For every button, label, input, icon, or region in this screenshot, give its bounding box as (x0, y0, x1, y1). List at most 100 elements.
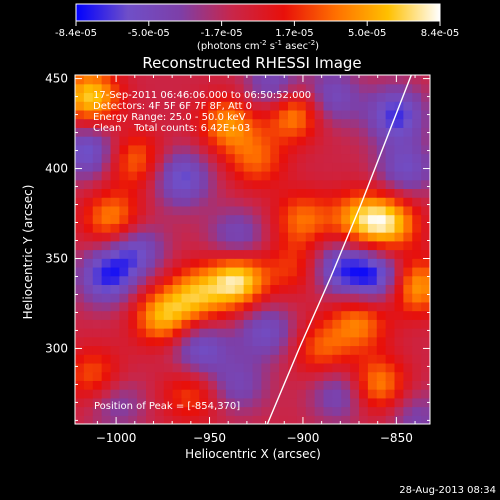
heatmap-cell (341, 240, 351, 251)
heatmap-cell (172, 319, 183, 329)
heatmap-cell (172, 118, 183, 128)
heatmap-cell (376, 380, 387, 390)
heatmap-cell (154, 275, 165, 285)
heatmap-cell (305, 354, 316, 364)
heatmap-cell (314, 153, 325, 163)
heatmap-cell (119, 144, 129, 155)
heatmap-cell (172, 162, 183, 172)
heatmap-cell (305, 188, 316, 198)
heatmap-cell (252, 301, 262, 312)
heatmap-cell (305, 258, 316, 268)
heatmap-cell (252, 153, 262, 163)
heatmap-cell (92, 214, 103, 224)
heatmap-cell (146, 310, 156, 320)
heatmap-cell (412, 354, 422, 364)
heatmap-cell (225, 319, 236, 329)
heatmap-cell (296, 310, 307, 320)
heatmap-cell (172, 153, 183, 163)
heatmap-cell (75, 197, 85, 207)
heatmap-cell (163, 127, 174, 137)
heatmap-cell (110, 83, 120, 94)
heatmap-cell (181, 188, 191, 198)
heatmap-cell (261, 188, 271, 198)
heatmap-cell (199, 170, 209, 181)
heatmap-cell (128, 223, 138, 233)
heatmap-cell (128, 249, 138, 259)
heatmap-cell (261, 92, 271, 102)
heatmap-cell (83, 232, 94, 242)
heatmap-cell (190, 127, 200, 137)
heatmap-cell (288, 109, 298, 120)
heatmap-cell (154, 214, 165, 224)
heatmap-cell (234, 118, 245, 128)
heatmap-cell (119, 345, 129, 355)
heatmap-cell (341, 118, 351, 128)
heatmap-cell (421, 354, 430, 364)
heatmap-cell (252, 328, 262, 338)
heatmap-cell (190, 144, 200, 155)
heatmap-cell (394, 153, 404, 163)
heatmap-cell (110, 389, 120, 399)
heatmap-cell (421, 92, 430, 102)
heatmap-cell (128, 328, 138, 338)
heatmap-cell (146, 118, 156, 128)
x-axis-label: Heliocentric X (arcsec) (185, 447, 321, 461)
heatmap-cell (243, 249, 254, 259)
heatmap-cell (208, 415, 218, 424)
heatmap-cell (172, 188, 183, 198)
heatmap-cell (332, 275, 342, 285)
heatmap-cell (199, 162, 209, 172)
heatmap-cell (367, 232, 378, 242)
heatmap-cell (137, 362, 147, 373)
heatmap-cell (367, 153, 378, 163)
heatmap-cell (234, 83, 245, 94)
heatmap-cell (412, 328, 422, 338)
heatmap-cell (350, 92, 360, 102)
heatmap-cell (305, 109, 316, 120)
heatmap-cell (261, 336, 271, 347)
heatmap-cell (279, 170, 289, 181)
heatmap-cell (146, 205, 156, 216)
heatmap-cell (270, 319, 280, 329)
heatmap-cell (208, 301, 218, 312)
heatmap-cell (234, 301, 245, 312)
heatmap-cell (385, 188, 396, 198)
heatmap-cell (288, 232, 298, 242)
heatmap-cell (217, 179, 227, 190)
heatmap-cell (154, 354, 165, 364)
heatmap-cell (110, 345, 120, 355)
heatmap-cell (101, 284, 112, 294)
heatmap-cell (332, 371, 342, 381)
heatmap-cell (270, 109, 280, 120)
heatmap-cell (296, 362, 307, 373)
heatmap-cell (128, 83, 138, 94)
heatmap-cell (323, 336, 333, 347)
heatmap-cell (172, 258, 183, 268)
heatmap-cell (101, 336, 112, 347)
heatmap-cell (403, 397, 413, 408)
heatmap-cell (101, 136, 112, 146)
heatmap-cell (199, 232, 209, 242)
heatmap-cell (350, 240, 360, 251)
heatmap-cell (314, 266, 325, 277)
heatmap-cell (154, 162, 165, 172)
heatmap-cell (305, 293, 316, 303)
heatmap-cell (92, 249, 103, 259)
heatmap-cell (225, 170, 236, 181)
heatmap-cell (323, 362, 333, 373)
heatmap-cell (243, 188, 254, 198)
heatmap-cell (421, 197, 430, 207)
heatmap-cell (146, 170, 156, 181)
heatmap-cell (92, 319, 103, 329)
heatmap-cell (137, 389, 147, 399)
heatmap-cell (385, 101, 396, 111)
heatmap-cell (350, 179, 360, 190)
heatmap-cell (305, 345, 316, 355)
heatmap-cell (101, 179, 112, 190)
heatmap-cell (394, 232, 404, 242)
heatmap-cell (146, 101, 156, 111)
heatmap-cell (110, 284, 120, 294)
heatmap-cell (234, 371, 245, 381)
heatmap-cell (217, 127, 227, 137)
heatmap-cell (412, 319, 422, 329)
